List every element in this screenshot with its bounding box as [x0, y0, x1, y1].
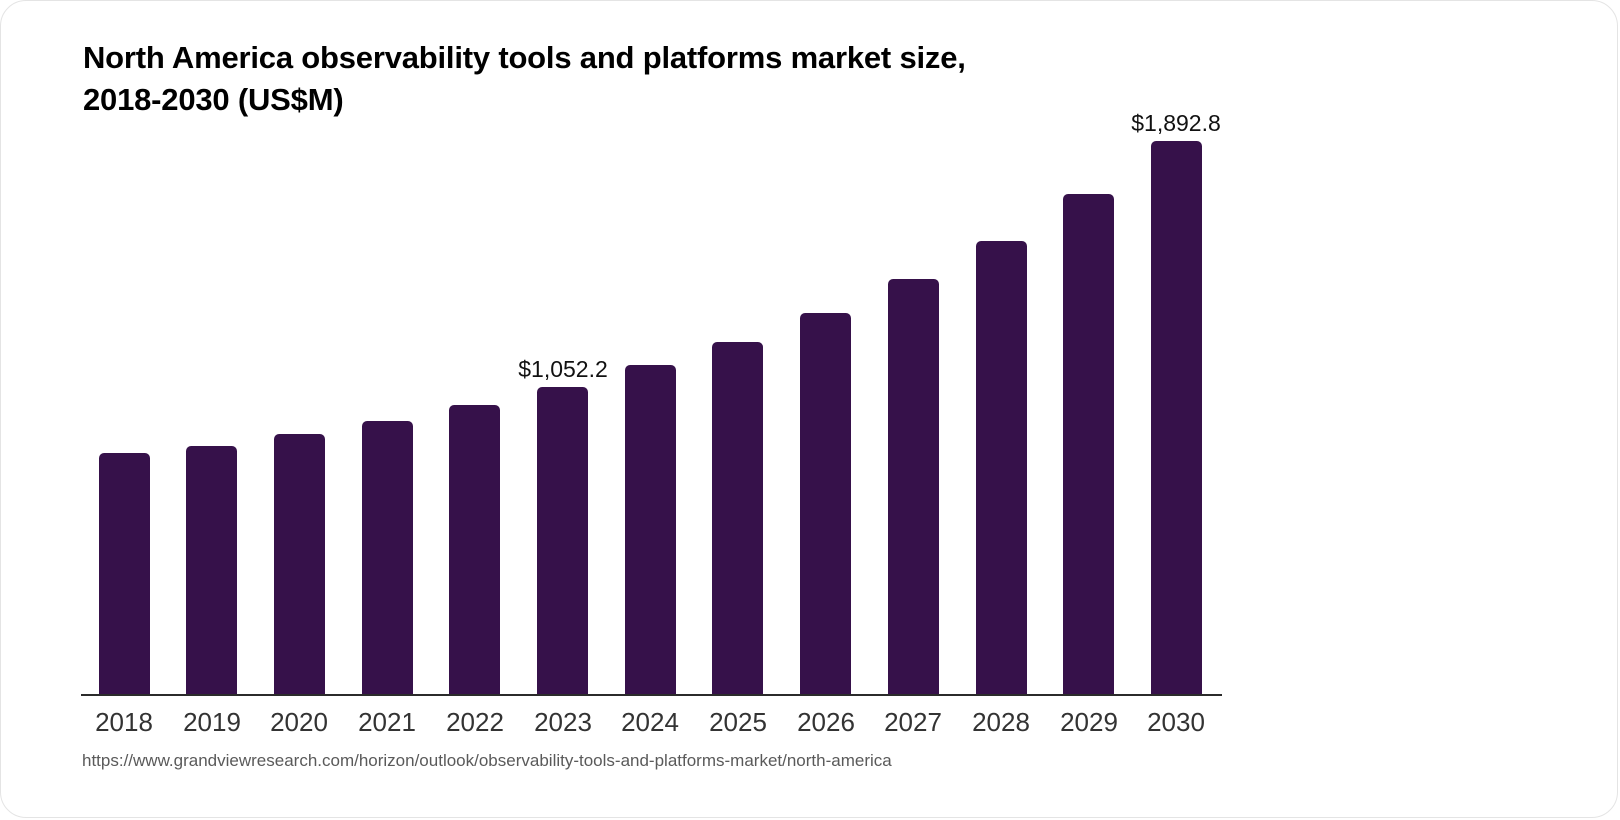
- x-axis-label-2022: 2022: [446, 707, 504, 737]
- source-url: https://www.grandviewresearch.com/horizo…: [82, 751, 892, 770]
- x-axis-line: [81, 694, 1222, 696]
- value-label-2023: $1,052.2: [518, 356, 608, 382]
- x-axis-label-2028: 2028: [972, 707, 1030, 737]
- bar-2027: [888, 279, 939, 694]
- x-axis-label-2027: 2027: [884, 707, 942, 737]
- x-axis-label-2030: 2030: [1147, 707, 1205, 737]
- x-axis-label-2023: 2023: [534, 707, 592, 737]
- bar-2025: [712, 342, 763, 694]
- bar-2029: [1063, 194, 1114, 694]
- chart-title: North America observability tools and pl…: [83, 37, 966, 121]
- value-label-2030: $1,892.8: [1131, 110, 1221, 136]
- bar-2018: [99, 453, 150, 694]
- bar-2020: [274, 434, 325, 694]
- x-axis-label-2025: 2025: [709, 707, 767, 737]
- bar-2024: [625, 365, 676, 694]
- x-axis-label-2019: 2019: [183, 707, 241, 737]
- chart-title-line-1: North America observability tools and pl…: [83, 40, 966, 75]
- chart-title-line-2: 2018-2030 (US$M): [83, 82, 344, 117]
- x-axis-label-2024: 2024: [621, 707, 679, 737]
- x-axis-label-2018: 2018: [95, 707, 153, 737]
- bar-2022: [449, 405, 500, 694]
- bar-2019: [186, 446, 237, 694]
- x-axis-label-2021: 2021: [358, 707, 416, 737]
- bar-2023: [537, 387, 588, 694]
- x-axis-label-2029: 2029: [1060, 707, 1118, 737]
- bar-2021: [362, 421, 413, 694]
- bar-2028: [976, 241, 1027, 694]
- x-axis-label-2026: 2026: [797, 707, 855, 737]
- bar-2030: [1151, 141, 1202, 694]
- x-axis-label-2020: 2020: [270, 707, 328, 737]
- bar-2026: [800, 313, 851, 694]
